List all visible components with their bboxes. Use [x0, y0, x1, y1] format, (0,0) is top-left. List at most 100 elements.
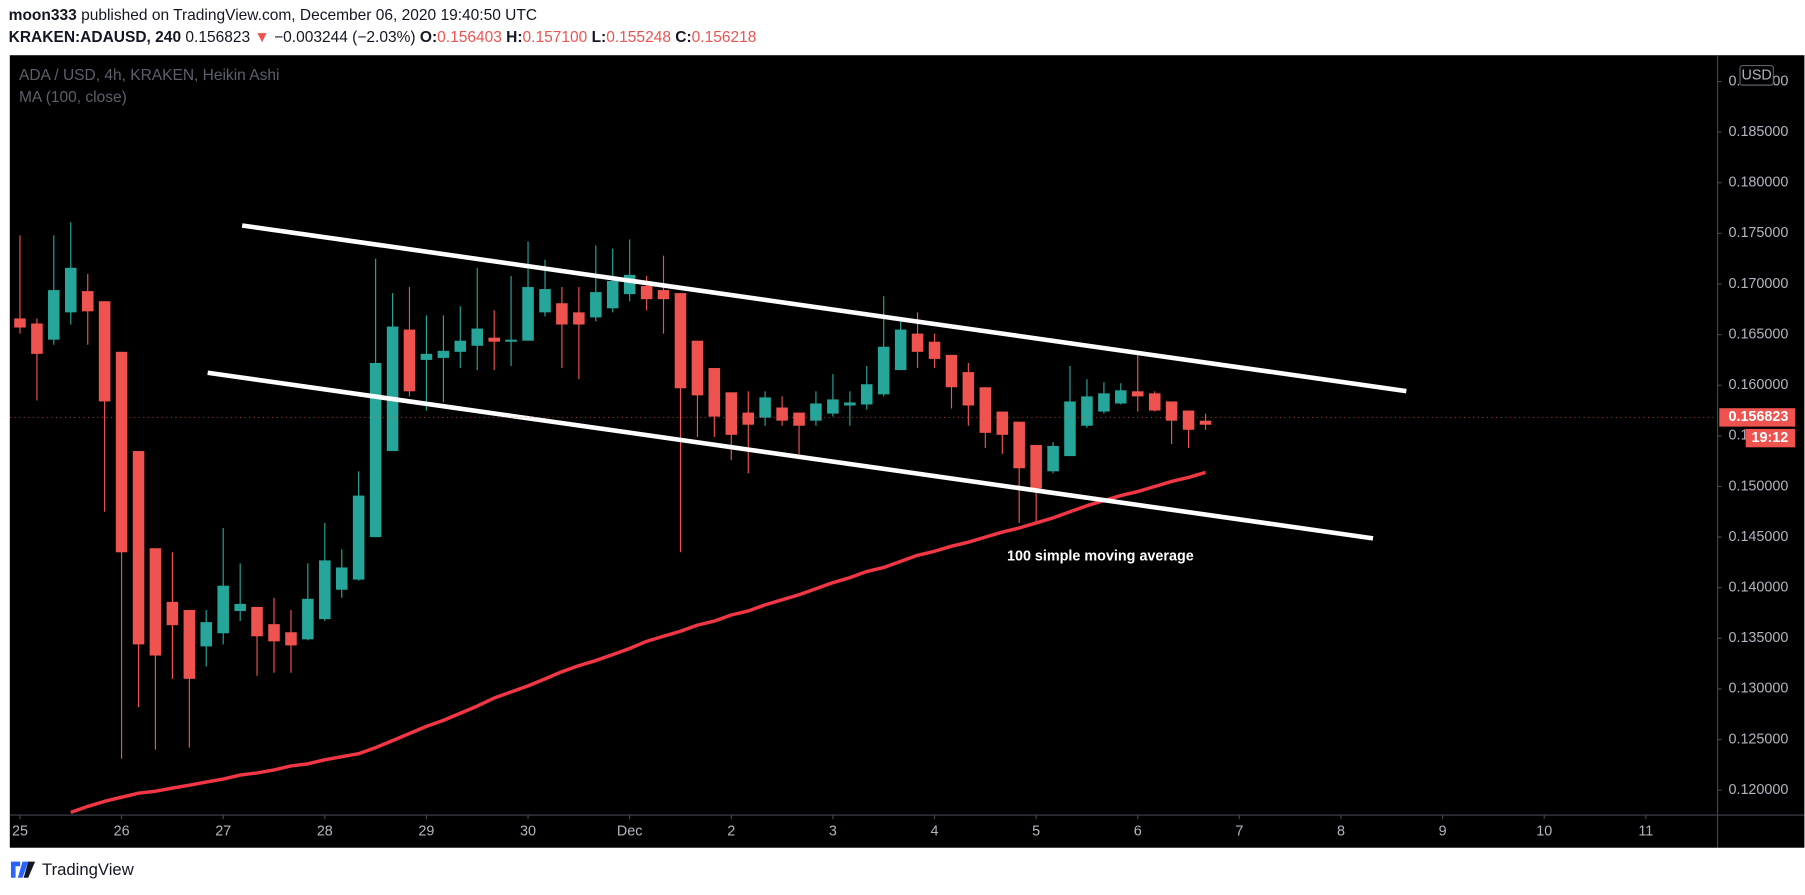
candle-body: [1081, 396, 1093, 426]
x-tick-label: 9: [1439, 824, 1447, 840]
candle-body: [319, 560, 331, 620]
x-tick-label: 26: [114, 824, 130, 840]
countdown: 19:12: [1752, 430, 1789, 446]
candle-body: [81, 291, 94, 312]
candle-body: [793, 412, 805, 426]
publish-line: moon333 published on TradingView.com, De…: [9, 7, 537, 24]
candle-body: [234, 603, 246, 611]
brand-logo: [10, 861, 29, 878]
candle-body: [1047, 445, 1059, 472]
x-tick-label: 11: [1638, 824, 1653, 840]
candle-body: [911, 333, 924, 352]
candle-body: [556, 303, 568, 325]
x-tick-label: 5: [1032, 824, 1040, 840]
published: published on TradingView.com, December 0…: [81, 7, 537, 24]
annotation: 100 simple moving average: [1007, 549, 1194, 565]
arrow: ▼: [254, 29, 269, 46]
y-tick-label: 0.125000: [1728, 731, 1788, 747]
x-tick-label: 4: [931, 824, 939, 840]
candle-body: [488, 337, 500, 342]
candle-body: [962, 372, 975, 406]
candle-body: [115, 351, 128, 553]
candle-body: [352, 495, 365, 580]
candle-body: [539, 289, 551, 313]
candle-body: [132, 451, 145, 645]
candle-body: [369, 362, 382, 538]
candle-body: [217, 585, 229, 634]
currency-box: [1739, 64, 1774, 86]
candle-body: [827, 399, 839, 414]
ohlc-value: 0.157100: [523, 29, 588, 46]
x-tick-label: 2: [727, 824, 735, 840]
candle-body: [640, 286, 653, 300]
legend-title: ADA / USD, 4h, KRAKEN, Heikin Ashi: [19, 67, 279, 84]
candle-body: [65, 267, 77, 313]
x-tick-label: 6: [1134, 824, 1142, 840]
candle-body: [623, 274, 636, 295]
candle-body: [454, 340, 467, 352]
candle-body: [183, 609, 196, 679]
x-tick-label: 3: [829, 824, 837, 840]
candle-body: [1148, 393, 1161, 411]
candle-body: [759, 397, 771, 418]
candle-body: [1199, 420, 1212, 425]
last-price: 0.156823 19:12: [9, 408, 1796, 448]
candle-body: [996, 411, 1009, 435]
candle-body: [776, 407, 788, 421]
last-price-box: [1719, 408, 1796, 427]
ohlc-value: 0.155248: [606, 29, 671, 46]
candle-body: [1030, 444, 1042, 489]
candle-body: [285, 632, 297, 646]
ohlc-value: 0.156218: [692, 29, 757, 46]
plot: [14, 222, 1212, 815]
candle-body: [1115, 390, 1127, 404]
candle-body: [691, 340, 704, 396]
price: 0.156823: [185, 29, 250, 46]
last-price-label: 0.156823: [1728, 409, 1788, 425]
x-tick-label: 8: [1337, 824, 1345, 840]
y-tick-label: 0.130000: [1728, 681, 1788, 697]
candle-body: [522, 287, 534, 341]
author: moon333: [9, 7, 77, 24]
y-tick-label: 0.165000: [1728, 326, 1788, 342]
candle-body: [268, 624, 280, 642]
candle-body: [894, 329, 907, 371]
candle-body: [844, 402, 856, 406]
candle-body: [420, 353, 433, 360]
y-tick-label: 0.185000: [1728, 124, 1788, 140]
candle-body: [200, 622, 212, 647]
ohlc-key: C:: [675, 29, 691, 46]
candle-body: [437, 350, 450, 358]
x-tick-label: 25: [12, 824, 28, 840]
candle-body: [31, 323, 43, 354]
x-tick-label: Dec: [617, 824, 643, 840]
candle-body: [877, 346, 890, 395]
candle-body: [979, 387, 992, 433]
candle-body: [48, 290, 60, 340]
ohlc-key: L:: [592, 29, 607, 46]
moving-average: [70, 470, 1207, 815]
y-tick-label: 0.145000: [1728, 529, 1788, 545]
symbol: KRAKEN:ADAUSD, 240: [9, 29, 181, 46]
candle-body: [505, 339, 517, 342]
x-tick-label: 7: [1235, 824, 1243, 840]
brand-logo-part: [23, 861, 36, 878]
footer-background: [0, 847, 1805, 895]
candle-body: [657, 290, 670, 300]
y-tick-label: 0.160000: [1728, 377, 1788, 393]
chart-background: [9, 55, 1805, 848]
candle-body: [302, 598, 314, 640]
candle-body: [742, 412, 755, 425]
candle-body: [725, 392, 738, 435]
x-tick-label: 27: [215, 824, 231, 840]
x-tick-label: 30: [520, 824, 536, 840]
y-tick-label: 0.120000: [1728, 782, 1788, 798]
candle-body: [606, 280, 619, 309]
candle-body: [1013, 421, 1025, 469]
candle-body: [386, 326, 399, 452]
x-tick-label: 28: [317, 824, 333, 840]
candle-body: [98, 301, 111, 402]
legend-ma: MA (100, close): [19, 89, 127, 106]
channel-upper: [241, 223, 1407, 394]
